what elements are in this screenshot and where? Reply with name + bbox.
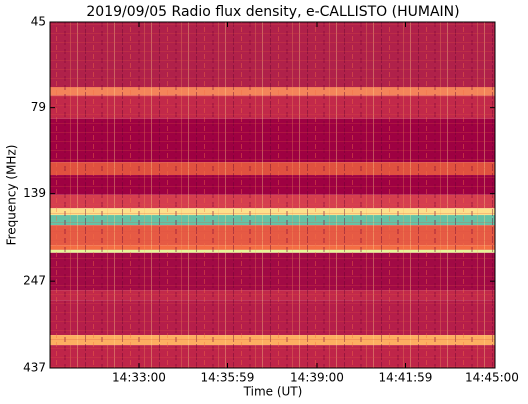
x-tick-label: 14:45:00 — [465, 371, 519, 385]
x-axis-label: Time (UT) — [243, 385, 303, 399]
chart-title: 2019/09/05 Radio flux density, e-CALLIST… — [86, 4, 459, 20]
y-tick-label: 437 — [23, 361, 46, 375]
y-tick-label: 247 — [23, 274, 46, 288]
y-tick-label: 79 — [31, 100, 46, 114]
y-axis-label: Frequency (MHz) — [5, 145, 19, 246]
y-tick-label: 45 — [31, 15, 46, 29]
x-tick-label: 14:41:59 — [379, 371, 433, 385]
x-tick-label: 14:33:00 — [112, 371, 166, 385]
axes-frame — [49, 21, 496, 369]
x-tick-label: 14:35:59 — [201, 371, 255, 385]
x-tick-label: 14:39:00 — [290, 371, 344, 385]
y-tick-label: 139 — [23, 186, 46, 200]
texture — [50, 22, 495, 368]
